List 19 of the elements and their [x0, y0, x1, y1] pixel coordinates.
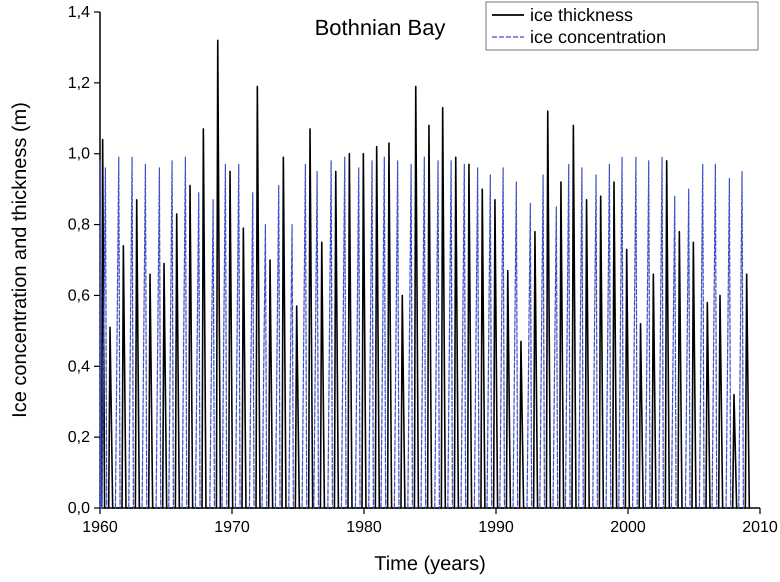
x-tick-label: 1970	[214, 519, 250, 536]
y-axis-title: Ice concentration and thickness (m)	[9, 102, 31, 418]
x-tick-label: 1960	[82, 519, 118, 536]
y-tick-label: 1,0	[68, 146, 90, 163]
legend-label: ice thickness	[530, 5, 634, 25]
x-axis-title: Time (years)	[374, 553, 486, 575]
y-tick-label: 0,2	[68, 429, 90, 446]
y-tick-label: 0,6	[68, 287, 90, 304]
y-tick-label: 1,2	[68, 74, 90, 92]
legend-label: ice concentration	[530, 27, 666, 47]
y-tick-label: 0,4	[68, 358, 90, 376]
x-tick-label: 1990	[478, 519, 514, 536]
chart-title: Bothnian Bay	[314, 15, 446, 40]
x-tick-label: 1980	[346, 519, 382, 536]
x-tick-label: 2010	[742, 519, 778, 536]
x-tick-label: 2000	[610, 519, 646, 536]
y-tick-label: 0,0	[68, 500, 90, 517]
y-tick-label: 1,4	[68, 4, 90, 21]
y-tick-label: 0,8	[68, 216, 90, 234]
